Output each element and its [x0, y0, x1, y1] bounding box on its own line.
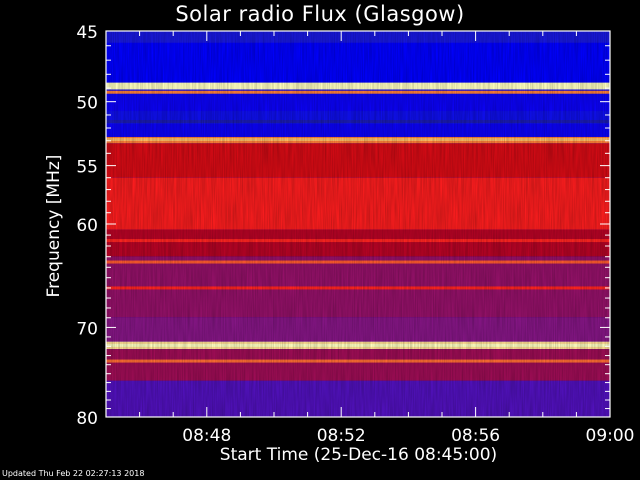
y-tick-label: 50	[76, 94, 98, 114]
y-tick-label: 80	[76, 409, 98, 429]
noise-overlay	[106, 31, 610, 417]
x-tick-label: 09:00	[586, 426, 635, 446]
x-axis-label: Start Time (25-Dec-16 08:45:00)	[219, 445, 498, 465]
chart-title: Solar radio Flux (Glasgow)	[175, 2, 465, 26]
y-tick-label: 60	[76, 216, 98, 236]
y-tick-label: 55	[76, 158, 98, 178]
axes: 45 50 55 60 70 80 08:48 08:52 08:56 09:00	[76, 23, 634, 446]
y-tick-label: 70	[76, 319, 98, 339]
x-tick-label: 08:56	[451, 426, 500, 446]
x-tick-label: 08:48	[182, 426, 231, 446]
y-axis-label: Frequency [MHz]	[44, 154, 64, 298]
x-tick-label: 08:52	[317, 426, 366, 446]
y-tick-label: 45	[76, 23, 98, 43]
noise-texture	[106, 31, 610, 417]
updated-timestamp: Updated Thu Feb 22 02:27:13 2018	[2, 469, 145, 478]
